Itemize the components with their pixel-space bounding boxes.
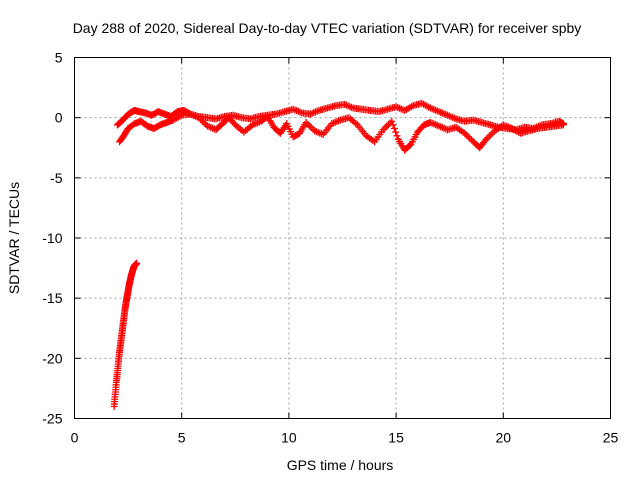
x-tick-label: 0 bbox=[71, 430, 79, 446]
data-point bbox=[390, 124, 398, 132]
x-tick-label: 15 bbox=[388, 430, 404, 446]
x-tick-label: 25 bbox=[603, 430, 619, 446]
data-point bbox=[133, 259, 141, 267]
y-tick-label: -5 bbox=[50, 170, 63, 186]
series-early-segment bbox=[110, 259, 141, 410]
x-tick-labels: 0 5 10 15 20 25 bbox=[71, 430, 619, 446]
data-point bbox=[381, 124, 389, 132]
data-points bbox=[110, 99, 567, 410]
data-point bbox=[406, 141, 414, 149]
data-point bbox=[486, 132, 494, 140]
chart-title: Day 288 of 2020, Sidereal Day-to-day VTE… bbox=[73, 20, 582, 36]
data-point bbox=[559, 121, 567, 129]
ticks bbox=[74, 57, 611, 419]
data-point bbox=[487, 130, 495, 138]
x-tick-label: 20 bbox=[496, 430, 512, 446]
x-tick-label: 5 bbox=[178, 430, 186, 446]
data-point bbox=[200, 119, 208, 127]
data-point bbox=[466, 134, 474, 142]
y-tick-label: 0 bbox=[55, 110, 63, 126]
y-tick-label: -15 bbox=[42, 290, 62, 306]
data-point bbox=[389, 121, 397, 129]
y-tick-label: -25 bbox=[42, 411, 62, 427]
y-axis-title: SDTVAR / TECUs bbox=[6, 182, 22, 294]
data-point bbox=[383, 122, 391, 130]
grid bbox=[74, 57, 611, 419]
x-axis-title: GPS time / hours bbox=[287, 457, 394, 473]
data-point bbox=[305, 122, 313, 130]
y-tick-label: -20 bbox=[42, 350, 62, 366]
data-point bbox=[464, 133, 472, 141]
data-point bbox=[392, 128, 400, 136]
y-tick-label: 5 bbox=[55, 50, 63, 66]
x-tick-label: 10 bbox=[281, 430, 297, 446]
data-point bbox=[393, 132, 401, 140]
series-main-trace-b bbox=[116, 110, 567, 154]
data-point bbox=[198, 117, 206, 125]
y-tick-label: -10 bbox=[42, 230, 62, 246]
data-point bbox=[307, 124, 315, 132]
y-tick-labels: 5 0 -5 -10 -15 -20 -25 bbox=[42, 50, 62, 427]
data-point bbox=[388, 117, 396, 125]
